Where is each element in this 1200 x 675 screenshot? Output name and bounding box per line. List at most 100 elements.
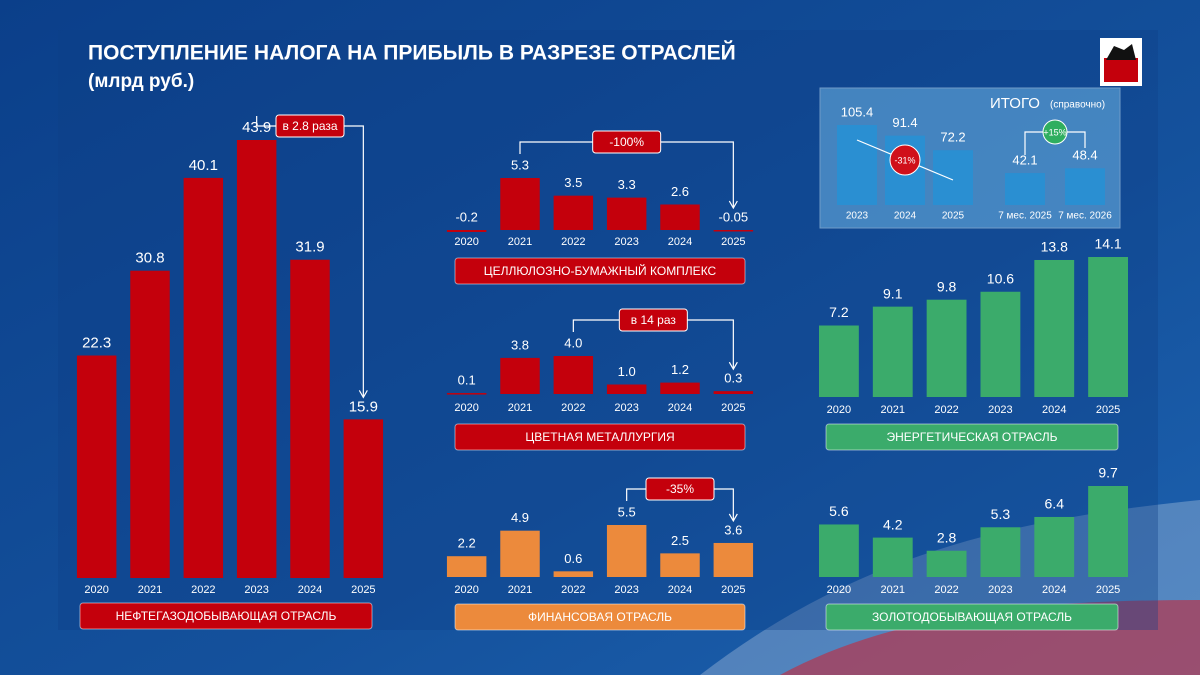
x-tick-label: 2020 [454, 584, 478, 596]
value-label: 91.4 [892, 115, 917, 130]
value-label: 3.8 [511, 337, 529, 352]
bar [926, 299, 967, 397]
x-tick-label: 2021 [508, 402, 532, 414]
x-tick-label: 2022 [934, 584, 958, 596]
value-label: 5.3 [991, 506, 1011, 522]
bar [1088, 486, 1129, 577]
annotation: -31% [894, 155, 915, 165]
x-tick-label: 2025 [942, 211, 965, 222]
bar [553, 195, 594, 230]
value-label: 48.4 [1072, 148, 1097, 163]
category-label-box [454, 603, 746, 631]
bar [343, 419, 384, 578]
value-label: 15.9 [349, 398, 378, 415]
x-tick-label: 2021 [881, 404, 905, 416]
annotation-arrow [358, 390, 368, 399]
value-label: 0.3 [724, 371, 742, 386]
annotation-arrow [728, 200, 738, 210]
category-label: ЦВЕТНАЯ МЕТАЛЛУРГИЯ [525, 430, 674, 444]
x-tick-label: 2020 [454, 236, 478, 248]
value-label: 7.2 [829, 304, 849, 320]
x-tick-label: 2022 [191, 584, 215, 596]
category-label-box [825, 423, 1119, 451]
bar [130, 270, 170, 578]
category-label: ФИНАНСОВАЯ ОТРАСЛЬ [528, 610, 672, 624]
bar [500, 530, 540, 577]
annotation-box [645, 477, 715, 501]
total-subtitle: (справочно) [1050, 100, 1105, 111]
value-label: 13.8 [1041, 239, 1068, 255]
category-label: ЗОЛОТОДОБЫВАЮЩАЯ ОТРАСЛЬ [872, 610, 1072, 624]
annotation-badge [889, 144, 921, 176]
value-label: 14.1 [1094, 236, 1121, 252]
value-label: 0.6 [564, 551, 582, 566]
x-tick-label: 2024 [894, 211, 917, 222]
bar [660, 553, 700, 577]
bar [606, 525, 647, 577]
value-label: 2.6 [671, 184, 689, 199]
value-label: 2.5 [671, 533, 689, 548]
annotation: -35% [666, 482, 694, 496]
bar [713, 391, 754, 394]
value-label: 5.5 [618, 504, 636, 519]
value-label: 3.3 [618, 177, 636, 192]
bar [1065, 168, 1105, 205]
x-tick-label: 2025 [721, 584, 745, 596]
bar [1034, 516, 1075, 577]
x-tick-label: 2020 [454, 402, 478, 414]
bar [236, 140, 277, 578]
bar [872, 537, 913, 577]
bar [933, 150, 973, 205]
annotation-box [275, 114, 345, 138]
annotation: в 14 раз [631, 313, 677, 327]
annotation-badge [1042, 119, 1068, 145]
bar [818, 325, 859, 397]
x-tick-label: 2022 [561, 402, 585, 414]
value-label: 72.2 [940, 130, 965, 145]
value-label: 3.6 [724, 522, 742, 537]
x-tick-label: 2024 [668, 236, 692, 248]
x-tick-label: 7 мес. 2025 [998, 211, 1052, 222]
bar [1088, 257, 1129, 397]
x-tick-label: 2023 [614, 402, 638, 414]
value-label: 2.8 [937, 529, 957, 545]
x-tick-label: 2020 [827, 404, 851, 416]
bar [606, 384, 647, 394]
annotation-box [592, 130, 662, 154]
x-tick-label: 2025 [1096, 404, 1120, 416]
bar [290, 259, 330, 578]
bar [76, 355, 117, 578]
bar [837, 125, 877, 205]
bar [553, 571, 594, 577]
value-label: -0.05 [719, 209, 749, 224]
x-tick-label: 2025 [721, 236, 745, 248]
value-label: 0.1 [458, 372, 476, 387]
value-label: 6.4 [1045, 496, 1065, 512]
x-tick-label: 2024 [298, 584, 322, 596]
total-title: ИТОГО [990, 95, 1040, 112]
value-label: 42.1 [1012, 152, 1037, 167]
x-tick-label: 2025 [351, 584, 375, 596]
annotation-arrow [728, 513, 738, 523]
category-label-box [825, 603, 1119, 631]
x-tick-label: 2024 [668, 584, 692, 596]
value-label: 105.4 [841, 104, 874, 119]
annotation: в 2.8 раза [282, 119, 337, 133]
bar [500, 357, 540, 394]
value-label: 9.7 [1098, 465, 1118, 481]
value-label: 9.1 [883, 285, 903, 301]
x-tick-label: 2022 [561, 584, 585, 596]
bar [926, 550, 967, 577]
x-tick-label: 2021 [138, 584, 162, 596]
bar [980, 291, 1021, 397]
page-title: ПОСТУПЛЕНИЕ НАЛОГА НА ПРИБЫЛЬ В РАЗРЕЗЕ … [88, 41, 736, 65]
x-tick-label: 2022 [561, 236, 585, 248]
bar [606, 197, 647, 230]
value-label: 22.3 [82, 334, 111, 351]
value-label: 40.1 [189, 157, 218, 174]
value-label: 43.9 [242, 119, 271, 136]
value-label: 1.2 [671, 362, 689, 377]
bar [872, 306, 913, 397]
value-label: 30.8 [135, 250, 164, 267]
value-label: 3.5 [564, 175, 582, 190]
